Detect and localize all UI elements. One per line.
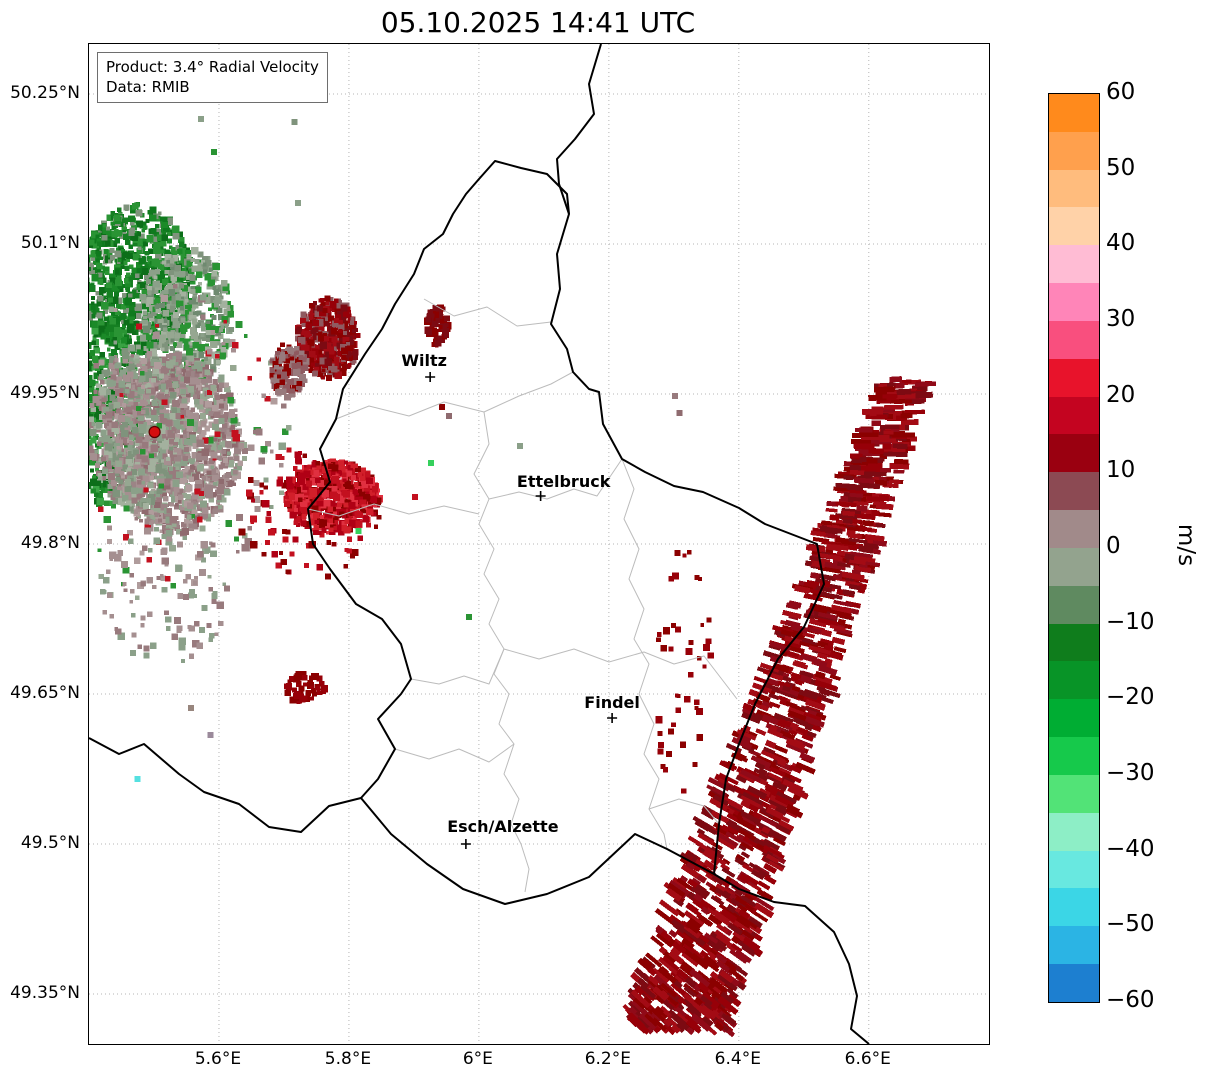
product-annotation-line2: Data: RMIB xyxy=(106,78,190,97)
radar-echo-dark-red-sw-dots xyxy=(283,670,329,704)
city-label: Findel xyxy=(584,693,640,712)
colorbar-segment xyxy=(1049,169,1099,208)
city-label: Ettelbruck xyxy=(517,472,611,491)
colorbar-segment xyxy=(1049,661,1099,700)
france-germany-border xyxy=(713,873,870,1044)
colorbar-tick-label: −30 xyxy=(1106,760,1155,786)
city-label: Esch/Alzette xyxy=(447,817,559,836)
colorbar-tick-label: 0 xyxy=(1106,533,1121,559)
colorbar-segment xyxy=(1049,926,1099,965)
district-border xyxy=(423,298,552,327)
radar-site-dot xyxy=(148,425,161,439)
colorbar-tick-label: 20 xyxy=(1106,381,1136,408)
colorbar-tick-label: 40 xyxy=(1106,230,1136,257)
city-markers: Wiltz Ettelbruck Findel Esch/Alzette xyxy=(401,351,640,849)
radar-echo-band-outliers xyxy=(655,549,714,794)
colorbar-segment xyxy=(1049,283,1099,321)
radar-echo-band xyxy=(622,376,937,1038)
radar-echo-singles xyxy=(134,116,683,782)
colorbar-tick-label: 60 xyxy=(1106,79,1136,105)
colorbar-segment xyxy=(1049,207,1099,246)
x-tick-label: 6.2°E xyxy=(584,1049,631,1069)
colorbar-segment xyxy=(1049,812,1099,851)
colorbar-segment xyxy=(1049,131,1099,170)
colorbar-segment xyxy=(1049,774,1099,813)
radar-echo-layer xyxy=(89,116,937,1038)
map-plot: Wiltz Ettelbruck Findel Esch/Alzette Produc… xyxy=(88,43,990,1045)
belgium-france-border xyxy=(89,737,362,833)
colorbar-tick-label: 50 xyxy=(1106,154,1136,181)
district-border xyxy=(503,648,738,700)
velocity-colorbar xyxy=(1048,93,1100,1003)
district-border xyxy=(410,648,505,685)
city-marker-icon xyxy=(607,713,618,723)
radar-echo-red-cluster-sparse xyxy=(238,450,382,580)
colorbar-segment xyxy=(1049,94,1099,132)
colorbar-tick-label: 30 xyxy=(1106,306,1136,332)
colorbar-segment xyxy=(1049,585,1099,624)
country-borders xyxy=(89,44,870,1044)
product-annotation: Product: 3.4° Radial Velocity Data: RMIB xyxy=(97,52,328,103)
city-marker-icon xyxy=(535,491,546,501)
y-tick-label: 50.1°N xyxy=(20,233,80,253)
radar-echo-halo-south xyxy=(102,526,231,663)
y-tick-label: 49.65°N xyxy=(10,683,80,703)
belgium-germany-border xyxy=(556,44,602,215)
colorbar-segment xyxy=(1049,699,1099,738)
colorbar-segment xyxy=(1049,320,1099,359)
colorbar-tick-label: 10 xyxy=(1106,457,1136,484)
colorbar-tick-label: −60 xyxy=(1106,987,1155,1013)
y-tick-label: 49.8°N xyxy=(20,533,80,553)
x-tick-label: 6°E xyxy=(462,1049,493,1069)
colorbar-segment xyxy=(1049,623,1099,662)
colorbar-segment xyxy=(1049,434,1099,473)
colorbar-unit-label: m/s xyxy=(1173,523,1200,567)
x-tick-label: 5.8°E xyxy=(324,1049,372,1069)
colorbar-segment xyxy=(1049,510,1099,548)
district-border xyxy=(488,458,623,500)
product-annotation-line1: Product: 3.4° Radial Velocity xyxy=(106,58,319,76)
colorbar-segment xyxy=(1049,547,1099,586)
colorbar-tick-label: −50 xyxy=(1106,911,1155,938)
district-border xyxy=(335,371,574,420)
city-marker-icon xyxy=(425,372,436,382)
colorbar-tick-label: −40 xyxy=(1106,835,1155,862)
radar-echo-dark-red-north-2 xyxy=(269,342,310,401)
radar-echo-dark-red-wiltz xyxy=(424,304,452,348)
x-tick-label: 6.4°E xyxy=(714,1049,761,1069)
colorbar-segment xyxy=(1049,737,1099,775)
city-marker-icon xyxy=(460,839,471,849)
figure-title: 05.10.2025 14:41 UTC xyxy=(380,6,696,39)
district-border xyxy=(394,743,515,763)
radar-site-layer xyxy=(148,425,161,439)
district-border xyxy=(621,458,668,850)
colorbar-segment xyxy=(1049,964,1099,1002)
radar-echo-dark-red-north xyxy=(295,295,361,381)
colorbar-segment xyxy=(1049,472,1099,511)
colorbar-segment xyxy=(1049,245,1099,284)
colorbar-tick-label: −20 xyxy=(1106,684,1155,711)
x-tick-label: 6.6°E xyxy=(844,1049,891,1069)
y-tick-label: 49.95°N xyxy=(10,383,80,403)
y-tick-label: 49.5°N xyxy=(20,833,80,853)
luxembourg-border xyxy=(307,160,825,905)
city-label: Wiltz xyxy=(401,351,447,370)
district-border xyxy=(307,503,480,517)
x-tick-label: 5.6°E xyxy=(194,1049,242,1069)
y-tick-label: 49.35°N xyxy=(10,983,80,1003)
colorbar-tick-label: −10 xyxy=(1106,608,1155,635)
district-borders xyxy=(307,298,738,893)
y-tick-label: 50.25°N xyxy=(10,83,80,103)
colorbar-segment xyxy=(1049,850,1099,889)
colorbar-segment xyxy=(1049,396,1099,435)
colorbar-segment xyxy=(1049,888,1099,927)
colorbar-segment xyxy=(1049,358,1099,397)
district-border xyxy=(648,798,720,825)
